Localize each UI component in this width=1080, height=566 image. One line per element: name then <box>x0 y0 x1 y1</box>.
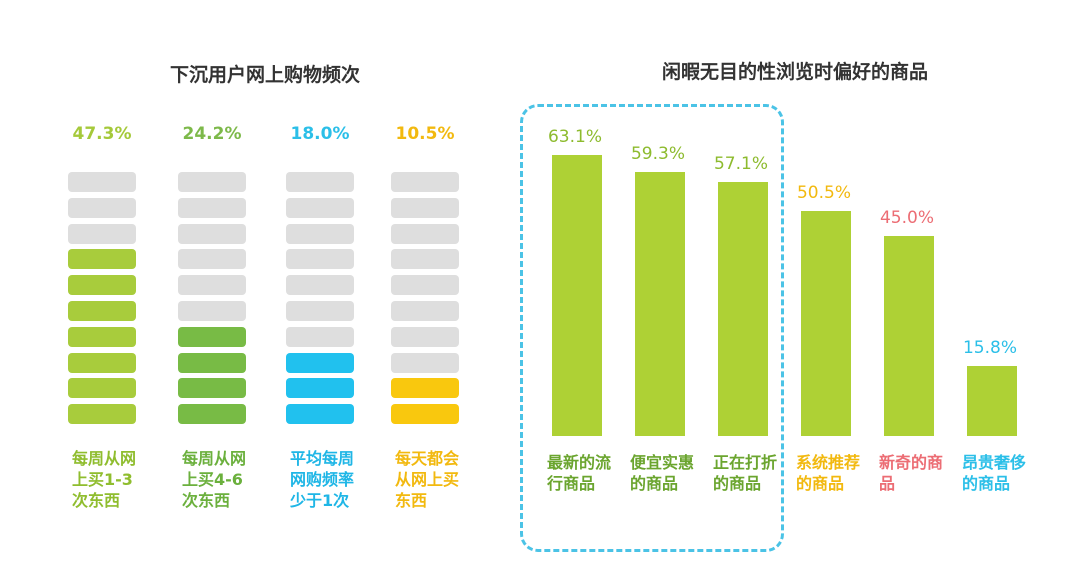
bar-category-label: 新奇的商品 <box>879 453 944 493</box>
bar-value-label: 59.3% <box>630 143 685 164</box>
frequency-block <box>391 352 459 373</box>
frequency-label: 平均每周网购频率少于1次 <box>290 449 355 510</box>
bar-category-label: 便宜实惠的商品 <box>630 453 695 493</box>
frequency-block <box>178 352 246 373</box>
frequency-block <box>391 223 459 244</box>
bar <box>884 235 934 436</box>
frequency-block <box>68 404 136 425</box>
bar-category-label: 最新的流行商品 <box>547 453 612 493</box>
frequency-block <box>68 326 136 347</box>
bar <box>718 181 768 436</box>
bar <box>967 365 1017 436</box>
bar-value-label: 63.1% <box>547 127 602 147</box>
frequency-block <box>286 352 354 373</box>
frequency-block <box>286 249 354 270</box>
frequency-block <box>178 275 246 296</box>
bar <box>552 155 602 436</box>
frequency-block <box>391 404 459 425</box>
bar <box>635 171 685 436</box>
frequency-block <box>68 378 136 399</box>
frequency-block <box>286 404 354 425</box>
bar-category-label: 昂贵奢侈的商品 <box>962 453 1027 493</box>
frequency-block <box>178 326 246 347</box>
bar-value-label: 57.1% <box>713 153 768 174</box>
bar-category-label: 正在打折的商品 <box>713 453 778 493</box>
frequency-block <box>286 172 354 192</box>
right-chart-title: 闲暇无目的性浏览时偏好的商品 <box>661 61 928 83</box>
highlight-box <box>520 104 784 552</box>
left-chart-title: 下沉用户网上购物频次 <box>169 64 360 86</box>
bar <box>801 211 851 436</box>
frequency-block <box>68 249 136 270</box>
frequency-block <box>391 197 459 218</box>
frequency-block <box>391 172 459 192</box>
frequency-block <box>178 301 246 321</box>
frequency-block <box>391 301 459 321</box>
frequency-block <box>68 301 136 321</box>
frequency-block <box>286 301 354 321</box>
frequency-percent: 18.0% <box>290 124 350 144</box>
frequency-block <box>391 326 459 347</box>
frequency-block <box>178 223 246 244</box>
frequency-block <box>391 275 459 296</box>
frequency-block <box>68 275 136 296</box>
frequency-block <box>286 223 354 244</box>
bar-value-label: 50.5% <box>796 183 851 204</box>
frequency-block <box>68 223 136 244</box>
frequency-block <box>391 249 459 270</box>
frequency-block <box>68 197 136 218</box>
frequency-label: 每周从网上买4-6次东西 <box>182 449 247 510</box>
frequency-block <box>178 197 246 218</box>
frequency-percent: 47.3% <box>72 124 132 144</box>
bar-value-label: 45.0% <box>879 207 934 228</box>
frequency-label: 每周从网上买1-3次东西 <box>72 449 137 510</box>
frequency-block <box>286 275 354 296</box>
frequency-block <box>178 249 246 270</box>
frequency-percent: 24.2% <box>182 124 242 144</box>
frequency-percent: 10.5% <box>395 124 455 144</box>
bar-value-label: 15.8% <box>962 337 1017 358</box>
frequency-block <box>286 326 354 347</box>
frequency-block <box>286 197 354 218</box>
frequency-label: 每天都会从网上买东西 <box>395 449 460 510</box>
frequency-block <box>286 378 354 399</box>
frequency-block <box>68 172 136 192</box>
frequency-block <box>178 378 246 399</box>
bar-category-label: 系统推荐的商品 <box>796 453 861 493</box>
frequency-block <box>68 352 136 373</box>
frequency-block <box>178 404 246 425</box>
frequency-block <box>178 172 246 192</box>
frequency-block <box>391 378 459 399</box>
